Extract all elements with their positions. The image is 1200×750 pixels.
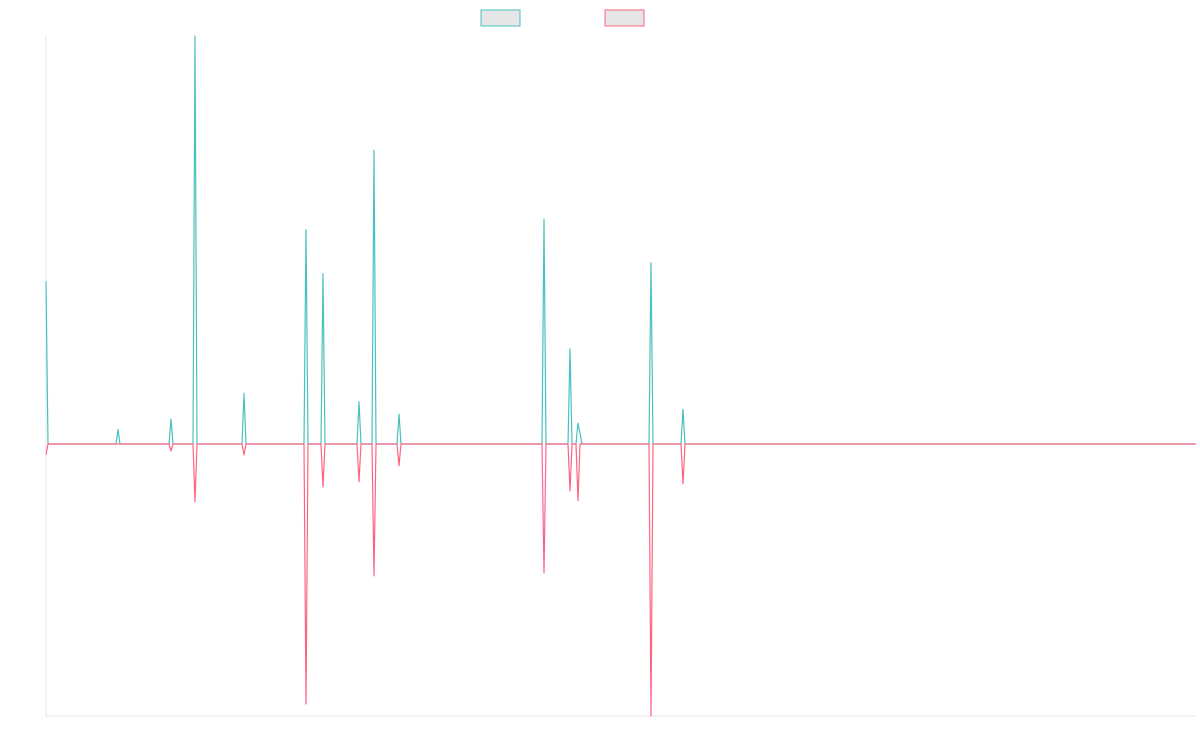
series-line-2	[45, 443, 1196, 717]
legend-swatch-2[interactable]	[604, 9, 645, 27]
series-line-1	[45, 35, 1196, 445]
legend-item-1[interactable]	[480, 9, 521, 27]
series-layer	[45, 35, 1196, 717]
legend-item-2[interactable]	[604, 9, 645, 27]
legend	[480, 9, 645, 27]
legend-swatch-1[interactable]	[480, 9, 521, 27]
axes	[45, 36, 1196, 717]
